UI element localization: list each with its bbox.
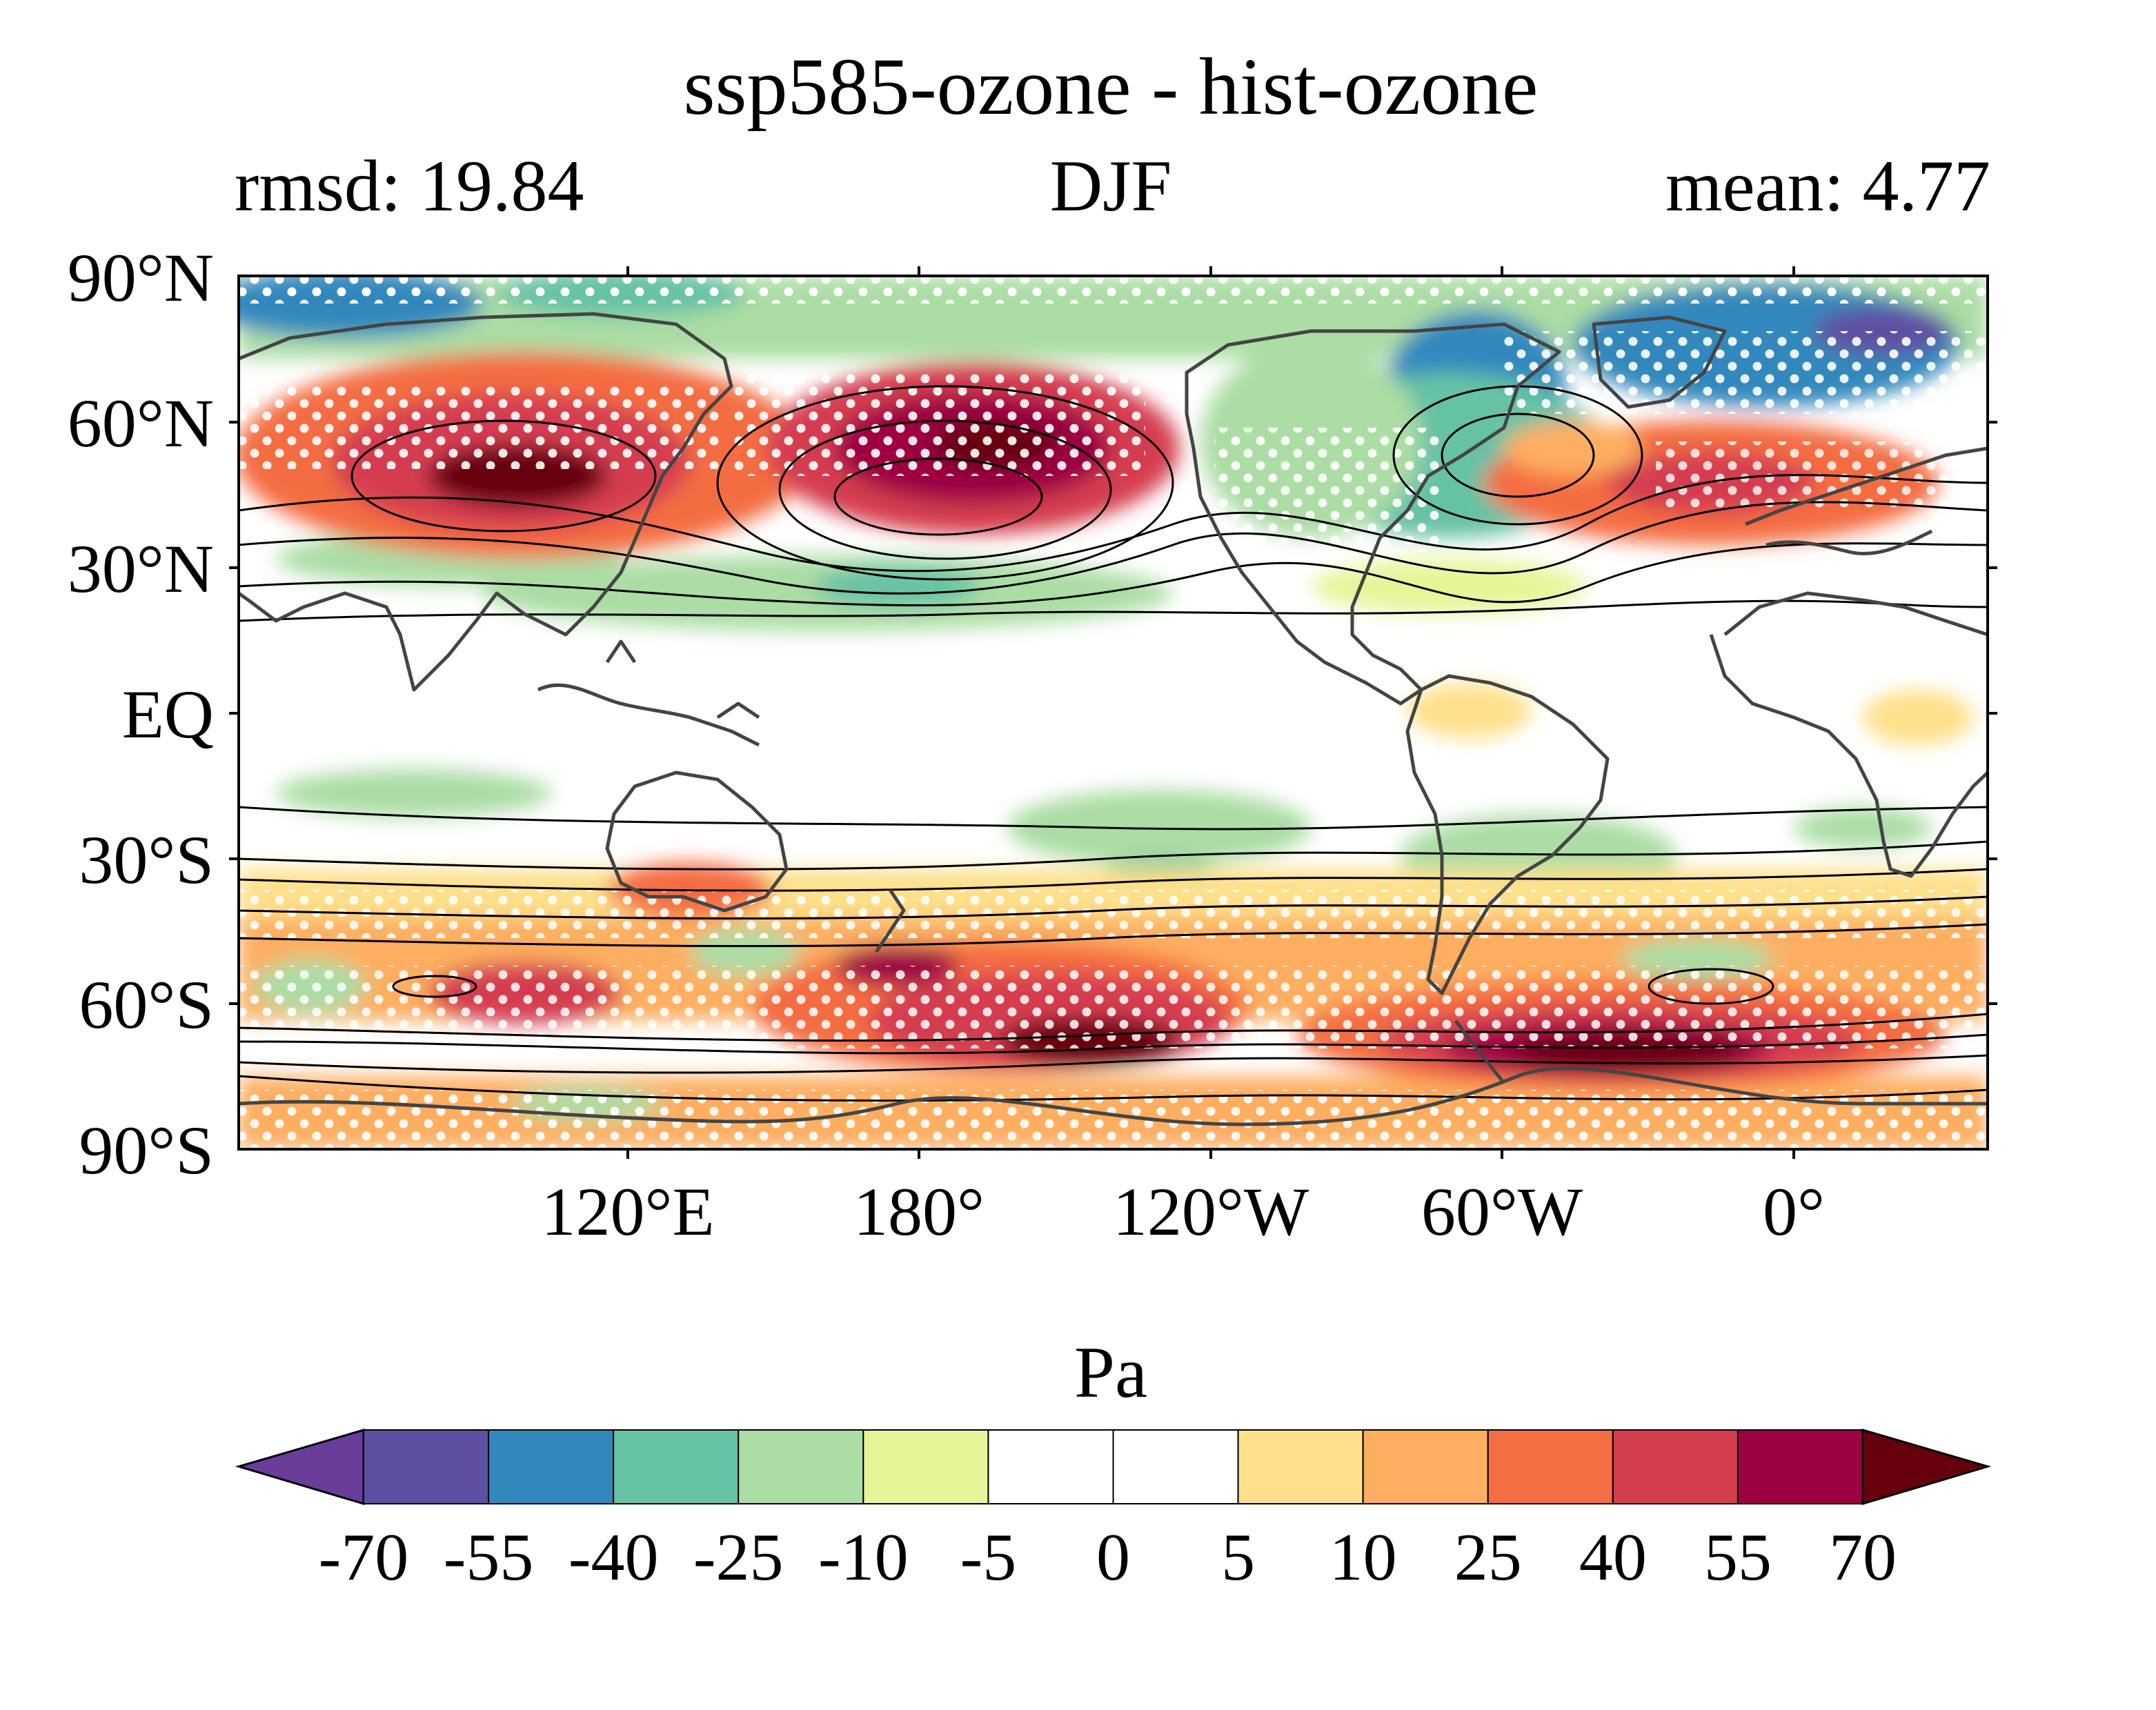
- lat-label: 90°N: [68, 239, 214, 316]
- frame-ticks: [229, 266, 1997, 1159]
- colorbar-tick-label: 55: [1704, 1520, 1772, 1595]
- colorbar-tick-label: 70: [1829, 1520, 1897, 1595]
- colorbar-cell: [1487, 1429, 1614, 1504]
- latitude-labels: 90°N 60°N 30°N EQ 30°S 60°S 90°S: [68, 239, 214, 1189]
- colorbar-unit: Pa: [1074, 1332, 1147, 1413]
- lat-label: EQ: [122, 676, 214, 753]
- colorbar-tick-label: 25: [1454, 1520, 1522, 1595]
- lon-label: 120°E: [541, 1173, 714, 1250]
- mean-label: mean: 4.77: [1665, 146, 1990, 226]
- colorbar-tick-label: 10: [1329, 1520, 1397, 1595]
- colorbar-cells: [363, 1429, 1864, 1504]
- colorbar: Pa -70 -55 -40 -25 -10 -5 0 5 10 25 40 55 70: [235, 1332, 1992, 1595]
- colorbar-tick-label: -10: [818, 1520, 909, 1595]
- lat-label: 90°S: [79, 1112, 214, 1189]
- colorbar-under-triangle: [235, 1428, 365, 1506]
- lat-label: 60°N: [68, 385, 214, 461]
- colorbar-tick-label: -55: [444, 1520, 534, 1595]
- colorbar-cell: [862, 1429, 989, 1504]
- climatology-contours: [239, 385, 1988, 1102]
- coastlines: [239, 312, 1988, 1126]
- plot-title: ssp585-ozone - hist-ozone: [684, 41, 1539, 132]
- colorbar-cell: [488, 1429, 615, 1504]
- colorbar-tick-label: -5: [960, 1520, 1017, 1595]
- colorbar-tick-label: 40: [1579, 1520, 1647, 1595]
- longitude-labels: 120°E 180° 120°W 60°W 0°: [541, 1173, 1825, 1250]
- colorbar-cell: [1737, 1429, 1864, 1504]
- map-panel: [229, 266, 1997, 1159]
- lon-label: 0°: [1763, 1173, 1825, 1250]
- anomaly-field: [239, 276, 1988, 1149]
- season-label: DJF: [1050, 146, 1172, 226]
- lat-label: 60°S: [79, 966, 214, 1043]
- colorbar-over-triangle: [1861, 1428, 1992, 1506]
- lon-label: 180°: [853, 1173, 985, 1250]
- lon-label: 60°W: [1421, 1173, 1583, 1250]
- colorbar-cell: [1237, 1429, 1364, 1504]
- colorbar-cell: [1612, 1429, 1739, 1504]
- colorbar-tick-label: 5: [1221, 1520, 1255, 1595]
- lat-label: 30°N: [68, 530, 214, 607]
- colorbar-cell: [987, 1429, 1114, 1504]
- lon-label: 120°W: [1113, 1173, 1309, 1250]
- colorbar-cell: [738, 1429, 864, 1504]
- colorbar-tick-label: -70: [319, 1520, 409, 1595]
- colorbar-cell: [613, 1429, 740, 1504]
- colorbar-cell: [1112, 1429, 1239, 1504]
- colorbar-cell: [363, 1429, 490, 1504]
- rmsd-label: rmsd: 19.84: [235, 146, 584, 226]
- colorbar-cell: [1362, 1429, 1489, 1504]
- colorbar-tick-label: -25: [693, 1520, 784, 1595]
- colorbar-tick-label: 0: [1096, 1520, 1130, 1595]
- lat-label: 30°S: [79, 822, 214, 898]
- colorbar-tick-label: -40: [568, 1520, 659, 1595]
- colorbar-tick-labels: -70 -55 -40 -25 -10 -5 0 5 10 25 40 55 70: [319, 1520, 1897, 1595]
